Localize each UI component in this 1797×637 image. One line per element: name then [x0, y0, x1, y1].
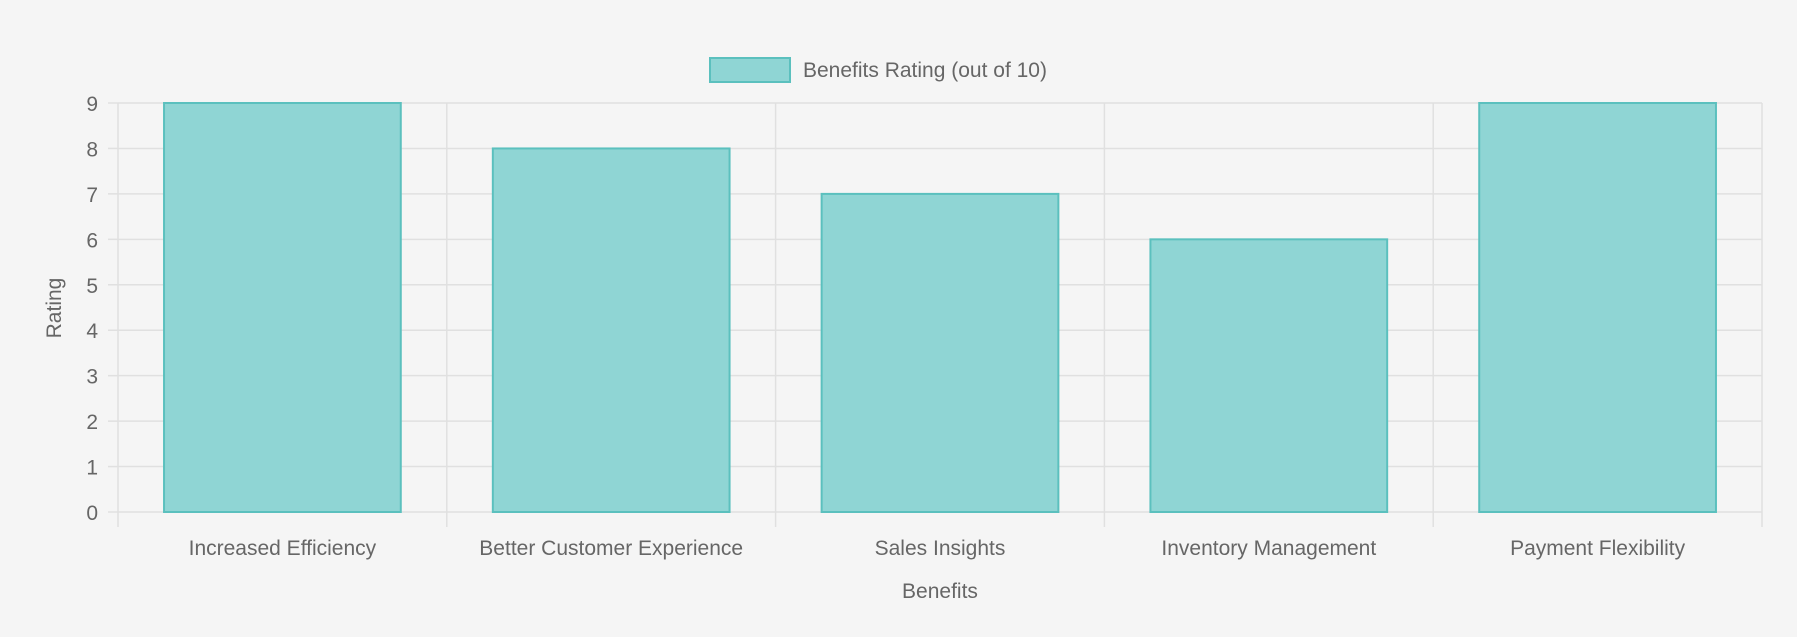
bar[interactable]	[1149, 238, 1389, 513]
y-tick-label: 9	[86, 93, 98, 116]
x-axis-ticks: Increased Efficiency Better Customer Expe…	[189, 537, 1686, 560]
legend-swatch	[709, 57, 791, 83]
bar[interactable]	[820, 192, 1060, 513]
x-tick-label: Sales Insights	[875, 537, 1006, 560]
y-tick-label: 2	[86, 411, 98, 434]
y-tick-label: 3	[86, 366, 98, 389]
x-tick-label: Better Customer Experience	[479, 537, 743, 560]
x-tick-label: Payment Flexibility	[1510, 537, 1686, 560]
x-tick-label: Inventory Management	[1161, 537, 1376, 560]
y-tick-label: 0	[86, 502, 98, 525]
y-tick-label: 6	[86, 229, 98, 252]
legend-label: Benefits Rating (out of 10)	[803, 59, 1047, 82]
y-tick-label: 5	[86, 275, 98, 298]
bar[interactable]	[1478, 102, 1717, 513]
y-axis-title: Rating	[43, 278, 66, 339]
y-tick-label: 1	[86, 457, 98, 480]
bar[interactable]	[163, 102, 402, 513]
y-axis-ticks: 0 1 2 3 4 5 6 7 8 9	[86, 93, 98, 525]
bar[interactable]	[491, 147, 731, 513]
y-tick-label: 4	[86, 320, 98, 343]
y-tick-label: 8	[86, 138, 98, 161]
bars	[163, 102, 1717, 513]
legend[interactable]: Benefits Rating (out of 10)	[709, 57, 1047, 83]
x-axis-title: Benefits	[902, 580, 978, 603]
x-tick-label: Increased Efficiency	[189, 537, 377, 560]
y-tick-label: 7	[86, 184, 98, 207]
